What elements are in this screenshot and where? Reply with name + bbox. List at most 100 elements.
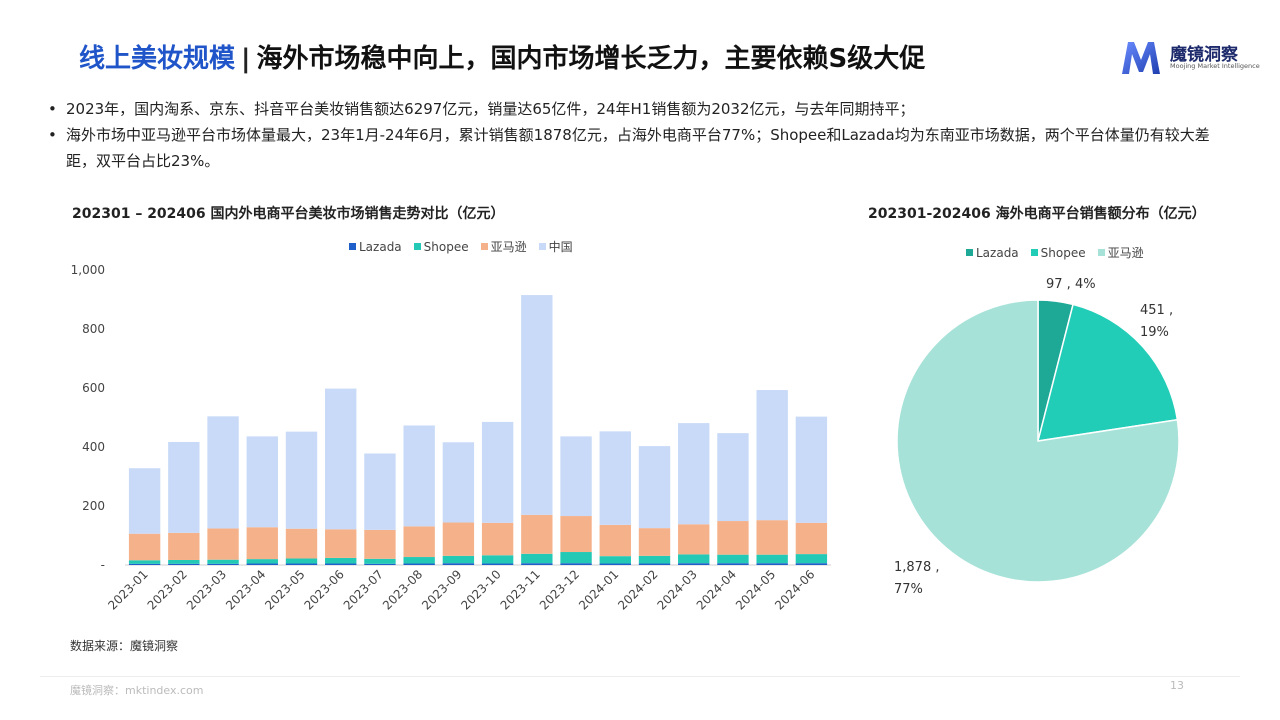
bar-segment-2 [364,529,396,559]
data-source: 数据来源：魔镜洞察 [70,639,179,653]
x-tick-label: 2023-12 [537,567,582,612]
legend-item-china: 中国 [538,238,573,255]
bar-segment-2 [599,524,631,557]
bar-segment-1 [795,554,828,564]
bar-segment-3 [325,388,357,530]
page-title-separator: | [241,44,251,74]
bar-segment-2 [207,528,239,560]
bar-segment-1 [168,559,200,564]
bullet-item: 海外市场中亚马逊平台市场体量最大，23年1月-24年6月，累计销售额1878亿元… [48,122,1238,174]
x-tick-label: 2023-09 [419,567,464,612]
y-tick-label: 400 [82,440,105,454]
m-logo-icon [1122,42,1160,74]
bar-segment-1 [599,556,631,564]
legend-item-lazada: Lazada [966,244,1019,261]
pie-data-label: 451 , [1140,303,1173,318]
bar-segment-1 [207,559,239,564]
pie-slice [896,299,1180,583]
page-number: 13 [1170,679,1184,692]
logo-name: 魔镜洞察 [1170,45,1238,65]
y-tick-label: - [101,558,105,572]
bar-segment-2 [756,520,788,555]
bar-chart: -2004006008001,0002023-012023-022023-032… [71,263,831,613]
bar-segment-3 [638,446,671,529]
page-title-highlight: 线上美妆规模 [79,44,236,74]
x-tick-label: 2023-03 [184,567,229,612]
bar-segment-2 [481,522,514,556]
pie-chart: 97 , 4% 451 , 19% 1,878 , 77% [894,277,1180,597]
bar-segment-2 [128,533,161,561]
legend-label: Lazada [359,239,402,254]
brand-logo: 魔镜洞察 Moojing Market Intelligence [1118,38,1260,78]
bar-segment-0 [285,563,318,565]
pie-data-label: 19% [1140,325,1169,340]
bar-segment-2 [442,522,475,556]
x-tick-label: 2023-04 [223,567,268,612]
bar-segment-3 [442,442,475,523]
x-tick-label: 2023-10 [458,567,503,612]
legend-item-shopee: Shopee [1030,244,1086,261]
bar-segment-2 [521,514,553,554]
bar-segment-2 [795,522,828,555]
x-tick-label: 2023-02 [145,567,190,612]
bar-segment-1 [364,558,396,564]
legend-item-lazada: Lazada [349,238,402,255]
bar-segment-1 [442,555,475,564]
bar-segment-0 [403,563,435,565]
legend-swatch [349,243,356,250]
bar-segment-2 [403,526,435,558]
bar-segment-0 [756,563,788,565]
bar-segment-2 [325,529,357,558]
x-tick-label: 2024-03 [654,567,699,612]
bar-segment-3 [599,431,631,525]
legend-label: 中国 [548,240,573,254]
bar-segment-1 [285,558,318,564]
bar-segment-1 [638,555,671,564]
bar-segment-2 [246,527,278,560]
bullet-item: 2023年，国内淘系、京东、抖音平台美妆销售额达6297亿元，销量达65亿件，2… [48,96,1238,122]
page-title-main: 海外市场稳中向上，国内市场增长乏力，主要依赖S级大促 [256,44,926,74]
legend-item-shopee: Shopee [413,238,469,255]
bar-segment-3 [678,423,710,525]
pie-chart-legend: Lazada Shopee 亚马逊 [966,244,1144,261]
bar-segment-0 [717,563,749,565]
bar-segment-3 [128,468,161,534]
x-tick-label: 2024-04 [694,567,739,612]
bar-segment-1 [560,552,592,564]
legend-label: Shopee [1040,245,1086,260]
bar-segment-3 [285,431,318,529]
x-tick-label: 2023-07 [341,567,386,612]
bar-segment-0 [795,563,828,565]
legend-label: 亚马逊 [1107,246,1144,260]
bar-segment-0 [599,563,631,565]
bar-segment-3 [364,453,396,530]
bar-segment-0 [325,563,357,565]
y-tick-label: 800 [82,322,105,336]
bar-segment-3 [168,441,200,533]
bar-segment-0 [521,563,553,565]
bar-segment-1 [325,557,357,564]
bar-segment-3 [246,436,278,528]
legend-label: 亚马逊 [490,240,527,254]
x-tick-label: 2023-11 [498,567,543,612]
x-tick-label: 2023-08 [380,567,425,612]
bar-segment-3 [403,425,435,527]
bar-segment-0 [638,563,671,565]
bar-segment-3 [795,416,828,523]
bar-segment-1 [246,559,278,564]
bar-segment-3 [756,390,788,521]
bar-segment-1 [521,553,553,564]
bar-segment-0 [481,563,514,565]
bar-segment-1 [481,555,514,564]
bar-segment-1 [717,554,749,564]
bar-segment-2 [168,532,200,560]
pie-data-label: 77% [894,582,923,597]
footer-divider [40,676,1240,677]
bar-segment-1 [403,557,435,564]
x-tick-label: 2024-06 [772,567,817,612]
bar-segment-0 [168,563,200,565]
bar-chart-legend: Lazada Shopee 亚马逊 中国 [349,238,573,255]
legend-label: Shopee [423,239,469,254]
x-tick-label: 2023-01 [105,567,150,612]
bar-segment-3 [560,436,592,517]
